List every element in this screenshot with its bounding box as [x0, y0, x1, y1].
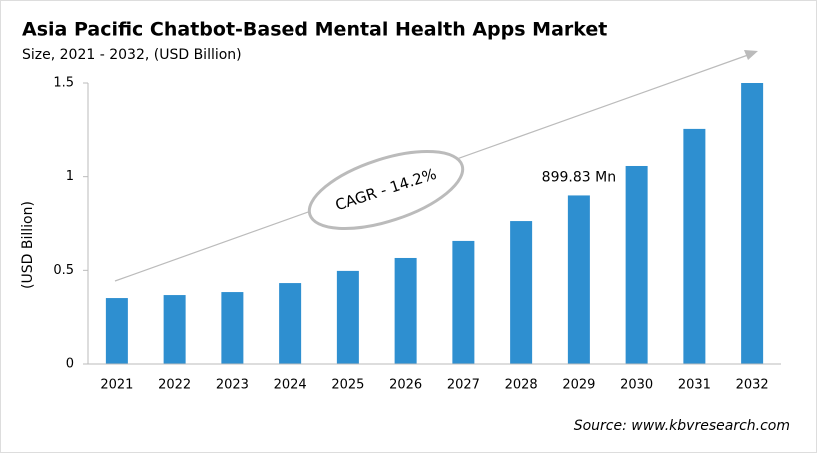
bar	[163, 295, 186, 364]
value-label: 899.83 Mn	[542, 169, 616, 185]
x-tick-label: 2027	[447, 378, 480, 393]
x-tick-label: 2025	[331, 378, 364, 393]
x-tick-label: 2021	[100, 378, 133, 393]
chart-title: Asia Pacific Chatbot-Based Mental Health…	[22, 19, 607, 41]
bar	[625, 165, 648, 364]
x-tick-label: 2030	[620, 378, 653, 393]
bar	[336, 270, 359, 364]
bar	[510, 221, 533, 364]
x-tick-label: 2028	[505, 378, 538, 393]
y-tick-label: 1	[66, 169, 74, 184]
x-tick-label: 2031	[678, 378, 711, 393]
bar	[221, 292, 244, 364]
chart-subtitle: Size, 2021 - 2032, (USD Billion)	[22, 47, 242, 63]
y-axis-label: (USD Billion)	[20, 201, 36, 289]
x-tick-label: 2032	[736, 378, 769, 393]
x-tick-label: 2022	[158, 378, 191, 393]
source: Source: www.kbvresearch.com	[574, 418, 790, 434]
y-tick-label: 0.5	[53, 263, 74, 278]
bar	[567, 195, 590, 364]
arrow-head	[744, 50, 758, 60]
bar	[279, 283, 302, 364]
x-tick-label: 2024	[274, 378, 307, 393]
bar	[741, 83, 764, 364]
y-tick-label: 1.5	[53, 76, 74, 91]
bar	[394, 257, 417, 364]
bar	[683, 128, 706, 364]
bar	[105, 298, 128, 364]
cagr-ellipse	[307, 150, 465, 230]
bars	[105, 83, 764, 364]
x-tick-label: 2029	[562, 378, 595, 393]
bar	[452, 240, 475, 364]
x-tick-label: 2023	[216, 378, 249, 393]
y-tick-label: 0	[66, 357, 74, 372]
x-tick-label: 2026	[389, 378, 422, 393]
